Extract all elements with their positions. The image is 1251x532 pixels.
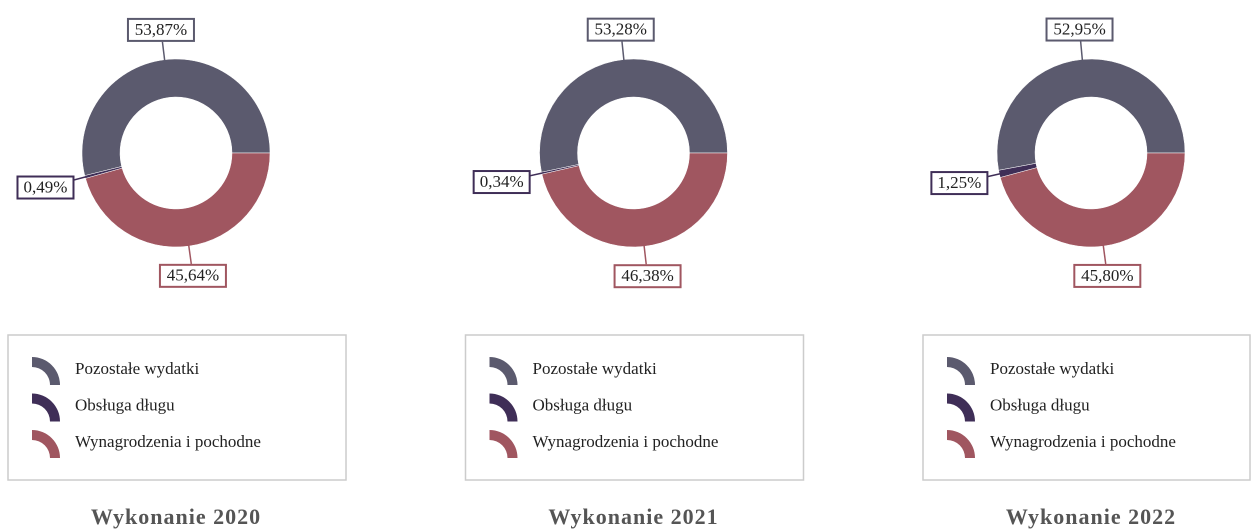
legend-box [922, 334, 1251, 481]
label-box [930, 171, 989, 196]
chart-title: Wykonanie 2022 [1006, 504, 1176, 529]
legend-label: Pozostałe wydatki [75, 359, 199, 378]
label-connector [1079, 41, 1084, 62]
data-label: 1,25% [937, 173, 981, 192]
label-box [472, 170, 531, 195]
data-label: 0,49% [24, 177, 68, 196]
label-box [613, 264, 682, 289]
label-box [1045, 17, 1114, 42]
legend-swatch [32, 393, 60, 422]
legend-swatch [32, 357, 60, 385]
legend-label: Pozostałe wydatki [990, 359, 1114, 378]
label-connector [161, 41, 166, 62]
legend-swatch [32, 430, 60, 458]
chart-title: Wykonanie 2020 [91, 504, 261, 529]
data-label: 53,87% [135, 20, 187, 39]
label-connector [621, 41, 625, 62]
label-box [158, 263, 227, 288]
label-box [126, 17, 195, 42]
data-label: 0,34% [480, 172, 524, 191]
data-label: 45,80% [1081, 266, 1133, 285]
legend-swatch [489, 430, 518, 458]
legend-label: Obsługa długu [533, 395, 633, 414]
legend-swatch [947, 393, 975, 422]
chart-title: Wykonanie 2021 [548, 504, 718, 529]
legend-label: Obsługa długu [990, 395, 1090, 414]
data-label: 52,95% [1053, 19, 1105, 38]
legend-label: Obsługa długu [75, 395, 175, 414]
label-connector [643, 244, 647, 265]
label-box [586, 17, 655, 42]
label-box [1073, 263, 1142, 288]
legend-label: Wynagrodzenia i pochodne [533, 432, 719, 451]
data-label: 46,38% [621, 266, 673, 285]
legend-label: Wynagrodzenia i pochodne [75, 432, 261, 451]
label-box [16, 175, 75, 200]
legend-swatch [947, 357, 975, 385]
data-label: 45,64% [167, 266, 219, 285]
donut-segment [541, 152, 728, 248]
legend-swatch [947, 430, 975, 458]
legend-label: Pozostałe wydatki [533, 359, 657, 378]
data-label: 53,28% [595, 20, 647, 39]
label-connector [1102, 244, 1107, 265]
legend-swatch [489, 393, 518, 422]
donut-segment [85, 152, 271, 248]
label-connector [187, 244, 193, 265]
legend-label: Wynagrodzenia i pochodne [990, 432, 1176, 451]
legend-swatch [489, 357, 518, 385]
legend-box [7, 334, 347, 481]
legend-box [464, 334, 805, 481]
donut-segment [999, 152, 1186, 248]
